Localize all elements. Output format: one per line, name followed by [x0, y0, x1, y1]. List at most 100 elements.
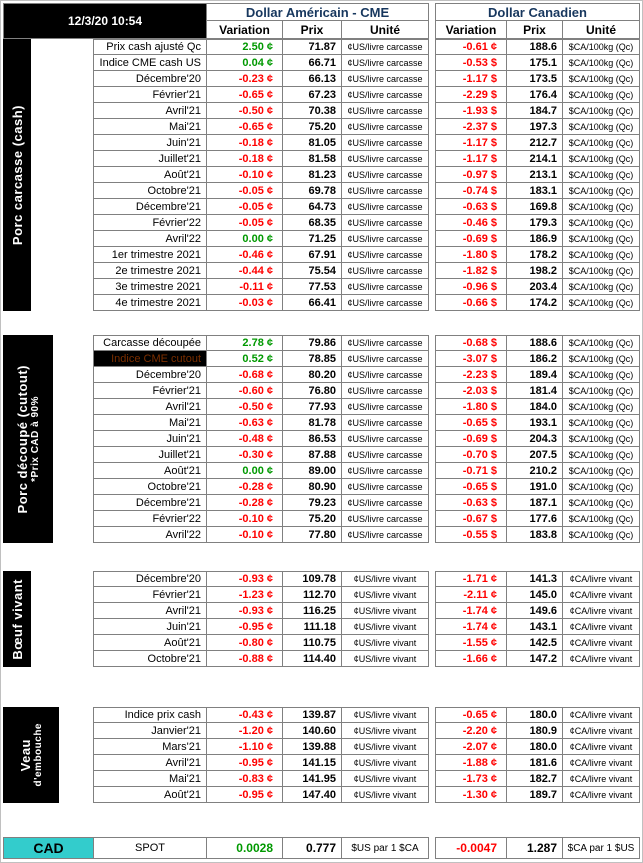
row-label: Indice prix cash: [93, 707, 207, 723]
us-price: 66.13: [283, 71, 342, 87]
cad-unit: $CA/100kg (Qc): [563, 383, 640, 399]
section-label-boeuf-vivant: Bœuf vivant: [3, 571, 31, 667]
us-unit: $US par 1 $CA: [342, 837, 429, 859]
us-variation: -0.80 ¢: [207, 635, 283, 651]
row-label: Décembre'20: [93, 367, 207, 383]
us-price: 89.00: [283, 463, 342, 479]
us-price: 147.40: [283, 787, 342, 803]
row-label: Octobre'21: [93, 479, 207, 495]
table-row: Juin'21 -0.18 ¢ 81.05 ¢US/livre carcasse -1.…: [93, 135, 640, 151]
table-row: Décembre'21 -0.28 ¢ 79.23 ¢US/livre carcass…: [93, 495, 640, 511]
us-price: 81.78: [283, 415, 342, 431]
cad-unit: ¢CA/livre vivant: [563, 635, 640, 651]
us-price: 75.54: [283, 263, 342, 279]
section-rows: Prix cash ajusté Qc 2.50 ¢ 71.87 ¢US/livre …: [93, 39, 640, 311]
table-row: Juin'21 -0.95 ¢ 111.18 ¢US/livre vivant -1.7…: [93, 619, 640, 635]
table-row: Mars'21 -1.10 ¢ 139.88 ¢US/livre vivant -2.0…: [93, 739, 640, 755]
table-row: Août'21 -0.95 ¢ 147.40 ¢US/livre vivant -1.3…: [93, 787, 640, 803]
us-unit: ¢US/livre vivant: [342, 739, 429, 755]
us-unit: ¢US/livre carcasse: [342, 295, 429, 311]
us-unit: ¢US/livre carcasse: [342, 39, 429, 55]
us-unit: ¢US/livre vivant: [342, 571, 429, 587]
cad-price: 183.8: [507, 527, 563, 543]
cad-price: 193.1: [507, 415, 563, 431]
us-price: 140.60: [283, 723, 342, 739]
us-unit: ¢US/livre vivant: [342, 587, 429, 603]
cad-price: 184.7: [507, 103, 563, 119]
us-unit: ¢US/livre carcasse: [342, 231, 429, 247]
us-price: 80.90: [283, 479, 342, 495]
cad-unit: ¢CA/livre vivant: [563, 787, 640, 803]
cad-price: 188.6: [507, 39, 563, 55]
us-price: 77.93: [283, 399, 342, 415]
cad-price: 180.0: [507, 739, 563, 755]
cad-unit: $CA/100kg (Qc): [563, 463, 640, 479]
cad-price: 212.7: [507, 135, 563, 151]
table-row: Décembre'20 -0.68 ¢ 80.20 ¢US/livre carcass…: [93, 367, 640, 383]
us-price: 86.53: [283, 431, 342, 447]
us-unit: ¢US/livre vivant: [342, 723, 429, 739]
row-label: Août'21: [93, 787, 207, 803]
us-price: 77.53: [283, 279, 342, 295]
cad-price: 189.4: [507, 367, 563, 383]
row-label: Décembre'20: [93, 71, 207, 87]
row-label: 3e trimestre 2021: [93, 279, 207, 295]
table-row: Février'21 -0.60 ¢ 76.80 ¢US/livre carcasse…: [93, 383, 640, 399]
cad-variation: -3.07 $: [435, 351, 507, 367]
cad-price: 178.2: [507, 247, 563, 263]
table-row: Avril'21 -0.50 ¢ 70.38 ¢US/livre carcasse -1…: [93, 103, 640, 119]
cad-unit: $CA/100kg (Qc): [563, 335, 640, 351]
cad-price: 187.1: [507, 495, 563, 511]
us-unit: ¢US/livre carcasse: [342, 383, 429, 399]
row-label: Juillet'21: [93, 447, 207, 463]
us-unit: ¢US/livre vivant: [342, 771, 429, 787]
us-unit: ¢US/livre carcasse: [342, 183, 429, 199]
row-label: SPOT: [93, 837, 207, 859]
cad-variation: -2.29 $: [435, 87, 507, 103]
cad-variation: -0.96 $: [435, 279, 507, 295]
col-header-cad-unite: Unité: [563, 21, 640, 39]
cad-price: 175.1: [507, 55, 563, 71]
cad-variation: -1.74 ¢: [435, 619, 507, 635]
cad-variation: -1.17 $: [435, 135, 507, 151]
section-label-porc-carcasse-cash: Porc carcasse (cash): [3, 39, 31, 311]
us-variation: 0.04 ¢: [207, 55, 283, 71]
us-variation: -0.23 ¢: [207, 71, 283, 87]
row-label: Juillet'21: [93, 151, 207, 167]
cad-price: 181.4: [507, 383, 563, 399]
cad-unit: ¢CA/livre vivant: [563, 587, 640, 603]
us-price: 71.87: [283, 39, 342, 55]
cad-variation: -1.82 $: [435, 263, 507, 279]
cad-unit: $CA/100kg (Qc): [563, 367, 640, 383]
col-header-cad-variation: Variation: [435, 21, 507, 39]
section-rows: Indice prix cash -0.43 ¢ 139.87 ¢US/livre v…: [93, 707, 640, 803]
table-row: Octobre'21 -0.88 ¢ 114.40 ¢US/livre vivant -…: [93, 651, 640, 667]
row-label: Mai'21: [93, 119, 207, 135]
section-gutter: Porc carcasse (cash): [3, 39, 93, 311]
us-variation: -0.05 ¢: [207, 183, 283, 199]
cad-price: 179.3: [507, 215, 563, 231]
cad-variation: -0.66 $: [435, 295, 507, 311]
cad-unit: $CA/100kg (Qc): [563, 279, 640, 295]
cad-price: 191.0: [507, 479, 563, 495]
cad-unit: $CA/100kg (Qc): [563, 495, 640, 511]
us-price: 80.20: [283, 367, 342, 383]
us-variation: -0.05 ¢: [207, 199, 283, 215]
us-variation: -0.10 ¢: [207, 527, 283, 543]
cad-variation: -1.74 ¢: [435, 603, 507, 619]
us-price: 110.75: [283, 635, 342, 651]
cad-variation: -1.80 $: [435, 247, 507, 263]
cad-unit: $CA/100kg (Qc): [563, 351, 640, 367]
cad-variation: -0.63 $: [435, 199, 507, 215]
row-label: Avril'21: [93, 399, 207, 415]
row-label: Avril'21: [93, 603, 207, 619]
section-rows: Carcasse découpée 2.78 ¢ 79.86 ¢US/livre ca…: [93, 335, 640, 543]
us-price: 64.73: [283, 199, 342, 215]
section-veau-embouche: Veau d'embouche Indice prix cash -0.43 ¢ 139…: [3, 707, 640, 803]
cad-variation: -2.11 ¢: [435, 587, 507, 603]
us-price: 76.80: [283, 383, 342, 399]
table-row: Janvier'21 -1.20 ¢ 140.60 ¢US/livre vivant -…: [93, 723, 640, 739]
cad-variation: -1.93 $: [435, 103, 507, 119]
table-header: 12/3/20 10:54 Dollar Américain - CME Dol…: [3, 3, 640, 39]
us-unit: ¢US/livre carcasse: [342, 431, 429, 447]
